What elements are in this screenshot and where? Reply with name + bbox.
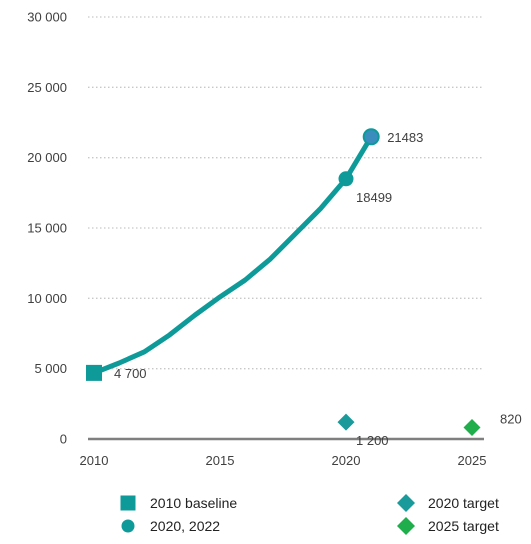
data-label-baseline: 4 700 bbox=[114, 366, 147, 381]
y-axis-ticks: 0 5 000 10 000 15 000 20 000 25 000 30 000 bbox=[27, 10, 67, 447]
data-points bbox=[86, 128, 481, 436]
data-label-t2025: 820 bbox=[500, 411, 522, 426]
legend: 2010 baseline 2020 target 2020, 2022 2025 t… bbox=[120, 494, 499, 535]
series-line bbox=[91, 134, 374, 376]
marker-p2020 bbox=[338, 171, 354, 187]
y-tick-label: 30 000 bbox=[27, 10, 67, 25]
y-tick-label: 0 bbox=[60, 432, 67, 447]
x-tick-label: 2015 bbox=[206, 453, 235, 468]
legend-label: 2010 baseline bbox=[150, 495, 237, 511]
y-tick-label: 15 000 bbox=[27, 221, 67, 236]
data-labels: 4 700 18499 21483 1 200 820 bbox=[114, 130, 522, 448]
legend-marker-square bbox=[120, 495, 136, 511]
x-tick-label: 2025 bbox=[458, 453, 487, 468]
marker-p2022 bbox=[362, 128, 380, 146]
marker-t2025 bbox=[463, 418, 481, 436]
legend-marker-diamond bbox=[397, 494, 415, 512]
marker-baseline bbox=[86, 364, 102, 381]
x-axis-ticks: 2010 2015 2020 2025 bbox=[80, 453, 487, 468]
y-tick-label: 5 000 bbox=[34, 361, 67, 376]
gridlines bbox=[88, 16, 484, 441]
legend-label: 2020, 2022 bbox=[150, 518, 220, 534]
x-tick-label: 2020 bbox=[332, 453, 361, 468]
marker-t2020 bbox=[337, 413, 355, 431]
legend-marker-diamond bbox=[397, 517, 415, 535]
y-tick-label: 10 000 bbox=[27, 291, 67, 306]
data-label-p2020: 18499 bbox=[356, 190, 392, 205]
legend-marker-circle bbox=[121, 519, 135, 533]
legend-label: 2025 target bbox=[428, 518, 499, 534]
data-label-p2022: 21483 bbox=[387, 130, 423, 145]
data-label-t2020: 1 200 bbox=[356, 433, 389, 448]
y-tick-label: 20 000 bbox=[27, 150, 67, 165]
x-tick-label: 2010 bbox=[80, 453, 109, 468]
legend-label: 2020 target bbox=[428, 495, 499, 511]
y-tick-label: 25 000 bbox=[27, 80, 67, 95]
